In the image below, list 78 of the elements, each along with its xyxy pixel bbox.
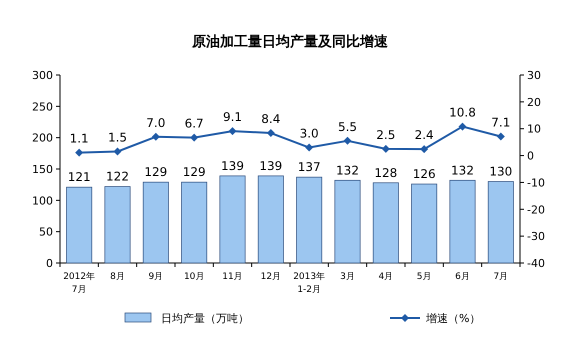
x-tick-label: 5月 [416, 272, 432, 282]
data-label: 139 [259, 158, 282, 173]
point [266, 129, 275, 138]
data-label: 2.5 [376, 128, 396, 142]
bar [450, 180, 476, 264]
data-label: 9.1 [222, 110, 242, 124]
data-label: 8.4 [261, 112, 280, 126]
data-label: 10.8 [449, 106, 476, 120]
data-label: 7.0 [146, 116, 166, 130]
y-tick-label: 300 [32, 69, 53, 82]
y2-tick-label: -10 [527, 176, 545, 190]
data-label: 6.7 [184, 116, 204, 131]
legend-label: 增速（%） [425, 312, 480, 325]
bar [334, 180, 360, 264]
bar [66, 186, 92, 264]
point [458, 122, 466, 131]
data-label: 139 [221, 158, 244, 173]
x-tick-label: 12月 [260, 272, 282, 282]
x-tick-label: 3月 [340, 272, 355, 282]
bar [372, 182, 399, 264]
data-label: 3.0 [300, 126, 319, 141]
y2-tick-label: -30 [527, 230, 545, 244]
point [75, 148, 84, 157]
bar [104, 186, 130, 264]
x-tick-label: 6月 [455, 272, 470, 282]
data-label: 128 [374, 166, 398, 180]
data-label: 1.1 [70, 132, 89, 146]
y-tick-label: 250 [32, 100, 53, 114]
x-tick-label: 2013年 1-2月 [293, 271, 326, 295]
y-tick-label: 0 [46, 257, 53, 270]
point [152, 132, 160, 141]
x-tick-label: 7月 [493, 272, 508, 282]
data-label: 7.1 [491, 116, 510, 130]
x-tick-label: 8月 [110, 272, 125, 282]
data-label: 122 [106, 170, 129, 184]
point [114, 148, 122, 156]
y2-tick-label: 10 [527, 122, 541, 136]
bar [142, 182, 169, 264]
chart-title: 原油加工量日均产量及同比增速 [191, 33, 389, 50]
y2-tick-label: 30 [527, 69, 541, 82]
y2-tick-label: 0 [527, 150, 534, 163]
y-tick-label: 150 [32, 163, 53, 176]
data-label: 129 [182, 165, 206, 180]
x-tick-label: 4月 [378, 272, 394, 282]
bar [220, 176, 246, 264]
data-label: 2.4 [414, 128, 434, 142]
data-label: 1.5 [108, 130, 128, 145]
bar [411, 184, 438, 264]
y-tick-label: 100 [32, 194, 53, 208]
data-label: 137 [298, 160, 321, 174]
x-tick-label: 10月 [184, 272, 204, 282]
x-tick-label: 2012年 7月 [63, 271, 96, 295]
y-tick-label: 200 [32, 132, 53, 145]
y-tick-label: 50 [39, 226, 53, 239]
point [420, 145, 428, 154]
y2-tick-label: -20 [527, 203, 545, 216]
data-label: 126 [412, 167, 436, 182]
y2-tick-label: -40 [527, 257, 545, 270]
data-label: 129 [144, 165, 168, 180]
bar [296, 176, 322, 264]
data-label: 130 [489, 164, 512, 179]
data-label: 132 [336, 163, 359, 178]
data-label: 5.5 [338, 120, 358, 134]
y2-tick-label: 20 [527, 96, 541, 109]
x-tick-label: 9月 [148, 272, 164, 282]
data-label: 132 [451, 163, 474, 178]
point [344, 136, 352, 145]
bar [181, 182, 208, 264]
point [305, 144, 314, 152]
point [382, 144, 390, 153]
bar [258, 176, 284, 264]
point [228, 127, 236, 136]
point [190, 134, 198, 142]
point [496, 132, 505, 141]
x-tick-label: 11月 [222, 272, 243, 282]
bar [488, 181, 514, 264]
legend-label: 日均产量（万吨） [161, 312, 249, 325]
data-label: 121 [68, 170, 91, 184]
